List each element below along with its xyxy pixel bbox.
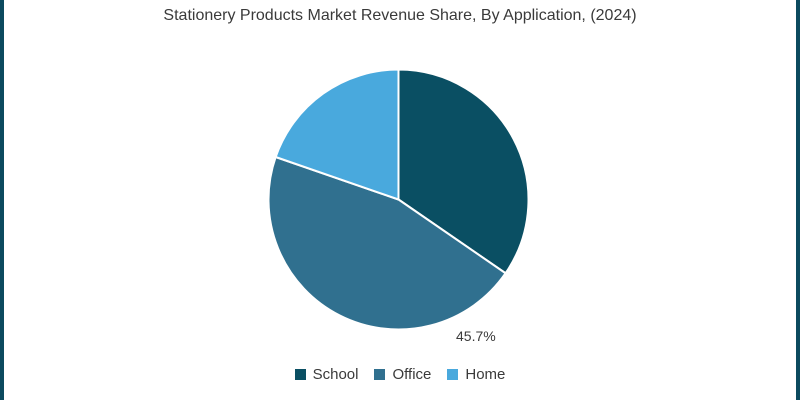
pie-slice-home <box>274 68 400 201</box>
left-border-bar <box>0 0 4 400</box>
pie-slice-office <box>267 156 507 331</box>
pie-chart <box>267 68 530 331</box>
home-swatch-icon <box>447 369 459 380</box>
office-slice-percentage-label: 45.7% <box>456 328 496 344</box>
chart-title: Stationery Products Market Revenue Share… <box>163 7 637 24</box>
legend-label-home: Home <box>465 366 506 383</box>
school-swatch-icon <box>294 369 306 380</box>
legend-item-home: Home <box>447 366 505 383</box>
legend-label-office: Office <box>392 366 432 383</box>
legend-label-school: School <box>312 366 359 383</box>
office-swatch-icon <box>374 369 386 380</box>
right-border-bar <box>796 0 800 400</box>
pie-slice-school <box>397 68 530 275</box>
legend-item-office: Office <box>374 366 431 383</box>
legend: School Office Home <box>0 366 800 383</box>
legend-item-school: School <box>294 366 359 383</box>
